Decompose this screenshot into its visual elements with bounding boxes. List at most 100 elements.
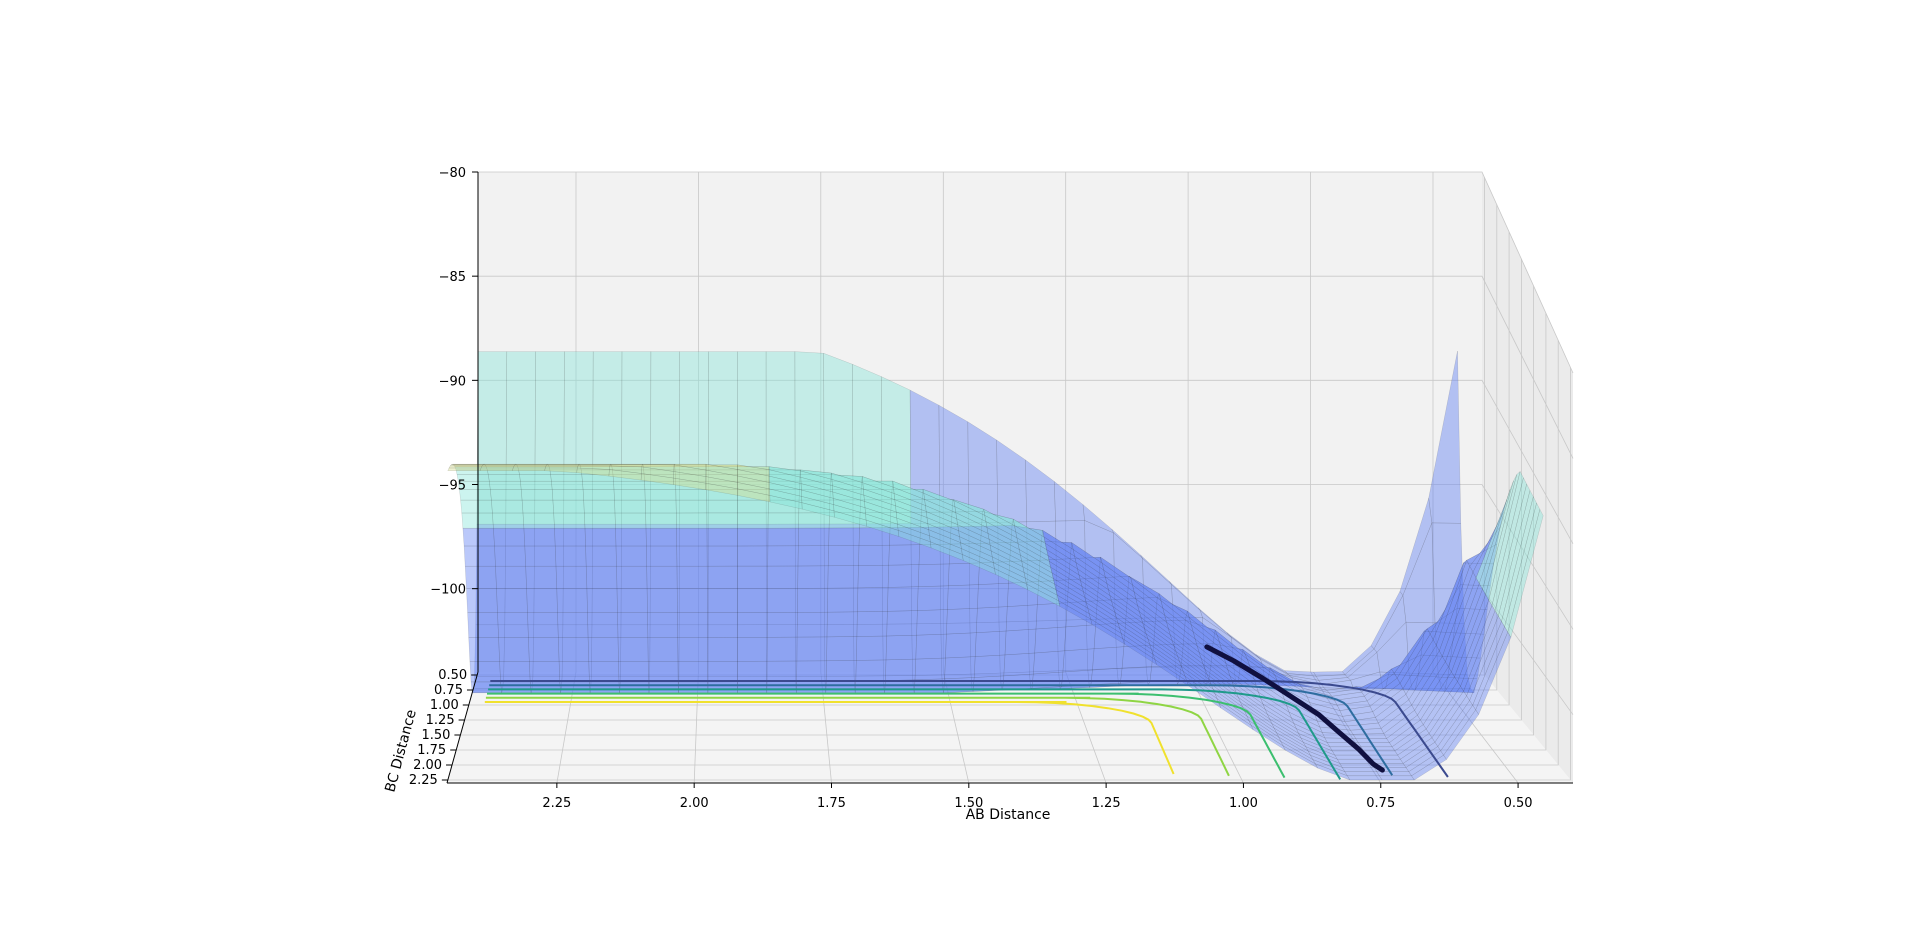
surface-facet (464, 546, 495, 566)
surface-facet (678, 682, 708, 693)
surface-facet (584, 500, 615, 513)
surface-facet (707, 566, 737, 589)
x-tick-label: 2.00 (680, 796, 709, 811)
surface-facet (857, 587, 888, 611)
surface-facet (552, 490, 584, 501)
surface-facet (529, 661, 560, 682)
z-tick-label: −90 (439, 374, 466, 389)
surface-facet (1063, 649, 1094, 672)
z-tick-label: −95 (439, 479, 466, 494)
surface-facet (797, 588, 827, 612)
surface-facet (1006, 605, 1037, 631)
surface-facet (555, 546, 586, 566)
surface-facet (448, 468, 481, 471)
x-axis-label: AB Distance (966, 807, 1051, 823)
surface-facet (708, 661, 738, 682)
y-tick-label: 0.75 (434, 683, 463, 698)
surface-facet (582, 481, 614, 489)
surface-facet (977, 583, 1008, 608)
surface-facet (974, 655, 1005, 678)
surface-facet (647, 589, 677, 613)
surface-facet (946, 633, 977, 658)
surface-facet (975, 631, 1006, 657)
surface-facet (707, 546, 737, 566)
surface-facet (558, 613, 589, 638)
surface-facet (677, 528, 708, 546)
surface-facet (555, 528, 586, 546)
surface-facet (768, 546, 799, 566)
surface-facet (616, 528, 647, 546)
y-tick-label: 1.50 (421, 728, 450, 743)
surface-facet (589, 682, 619, 693)
surface-facet (827, 588, 858, 612)
surface-facet (1356, 739, 1390, 743)
surface-facet (513, 466, 546, 468)
surface-facet (798, 546, 829, 566)
surface-facet (589, 661, 619, 682)
surface-facet (461, 500, 493, 513)
surface-facet (1347, 776, 1382, 780)
surface-facet (587, 589, 618, 613)
surface-facet (738, 566, 768, 588)
surface-facet (858, 565, 889, 588)
surface-facet (677, 546, 708, 566)
surface-facet (888, 565, 919, 588)
surface-facet (916, 634, 947, 659)
surface-facet (500, 661, 531, 682)
surface-facet (619, 682, 649, 693)
surface-facet (560, 682, 590, 693)
surface-facet (551, 481, 583, 489)
surface-facet (558, 637, 589, 661)
surface-facet (887, 587, 918, 612)
surface-facet (737, 682, 767, 693)
x-tick-label: 0.75 (1366, 796, 1395, 811)
surface-facet (1364, 751, 1398, 755)
surface-facet (648, 661, 678, 682)
surface-facet (1004, 653, 1035, 676)
surface-facet (491, 500, 523, 513)
surface-facet (617, 566, 648, 588)
surface-facet (521, 490, 553, 501)
surface-facet (584, 513, 615, 528)
surface-facet (946, 608, 977, 634)
surface-facet (1033, 651, 1064, 674)
surface-facet (588, 613, 619, 638)
surface-facet (492, 513, 524, 528)
surface-facet (708, 613, 738, 638)
surface-facet (708, 682, 738, 693)
surface-facet (520, 481, 552, 489)
surface-facet (768, 513, 799, 528)
surface-facet (501, 682, 531, 693)
surface-facet (498, 613, 529, 638)
surface-facet (470, 661, 501, 682)
surface-facet (583, 490, 614, 501)
surface-facet (708, 637, 738, 661)
surface-facet (489, 481, 521, 489)
surface-facet (619, 661, 649, 682)
surface-facet (481, 466, 514, 468)
surface-facet (856, 636, 886, 660)
z-tick-label: −100 (430, 583, 466, 598)
surface-facet (677, 589, 707, 613)
surface-facet (738, 528, 769, 546)
surface-facet (1353, 734, 1387, 739)
surface-facet (945, 657, 976, 679)
surface-facet (615, 513, 646, 528)
x-tick-label: 1.00 (1229, 796, 1258, 811)
z-tick-label: −80 (439, 166, 466, 181)
surface-facet (647, 566, 678, 588)
surface-facet (527, 589, 558, 613)
surface-facet (520, 475, 552, 482)
surface-facet (645, 500, 676, 513)
surface-facet (738, 546, 768, 566)
surface-facet (495, 546, 526, 566)
surface-facet (1345, 772, 1380, 776)
surface-facet (493, 528, 524, 546)
surface-facet (676, 513, 707, 528)
y-tick-label: 2.25 (409, 773, 438, 788)
y-tick-label: 0.50 (438, 668, 467, 683)
surface-facet (465, 566, 496, 588)
y-tick-label: 2.00 (413, 758, 442, 773)
surface-facet (707, 589, 737, 613)
